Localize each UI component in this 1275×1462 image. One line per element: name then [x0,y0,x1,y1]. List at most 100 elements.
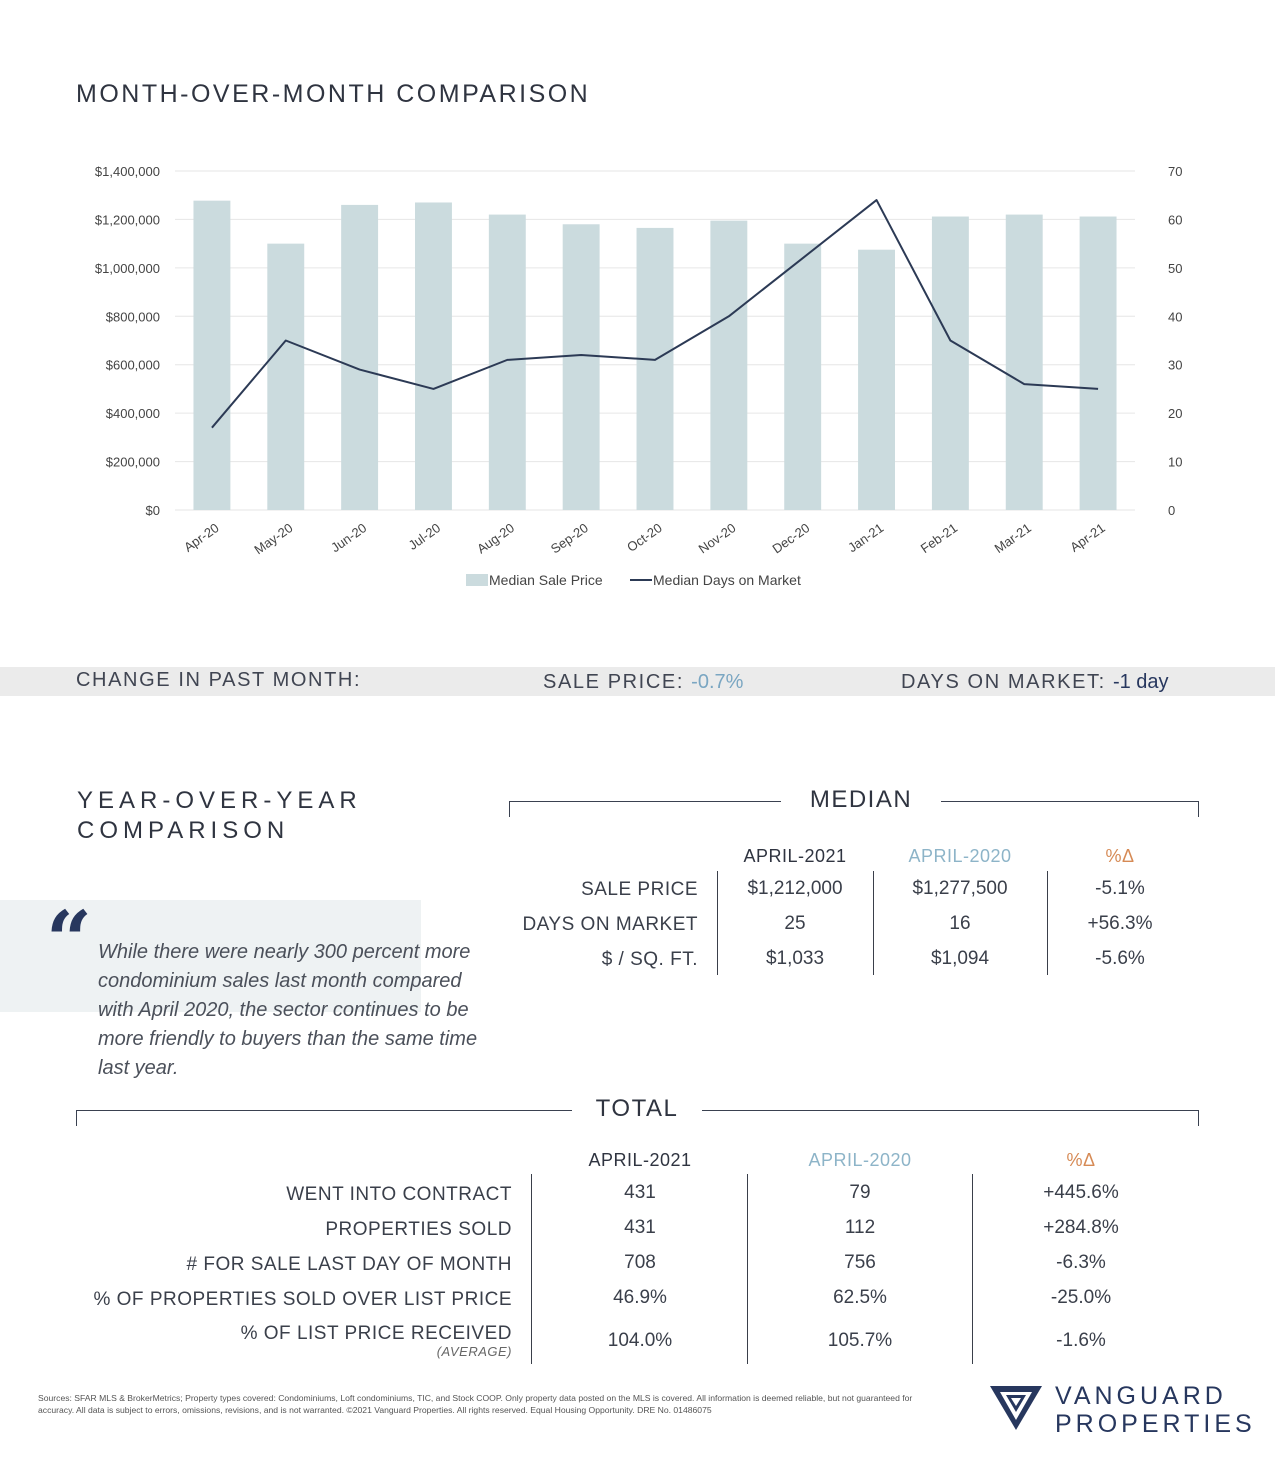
y-right-tick-label: 20 [1168,406,1182,421]
y-right-tick-label: 40 [1168,309,1182,324]
bar-median-sale-price [267,243,305,510]
total-divider-3 [972,1174,973,1364]
change-sale-price: SALE PRICE: -0.7% [543,671,743,694]
median-divider-3 [1047,871,1048,975]
total-label: TOTAL [572,1095,702,1123]
vanguard-logo-icon [990,1386,1042,1430]
total-col-head-2020: APRIL-2020 [808,1150,912,1170]
change-label: CHANGE IN PAST MONTH: [76,669,362,691]
median-row-label: $ / SQ. FT. [601,949,698,970]
x-tick-label: Nov-20 [696,520,739,556]
quote-text: While there were nearly 300 percent more… [98,941,478,1079]
total-cell: 431 [624,1182,656,1203]
quote-mark-icon: “ [46,893,93,987]
x-tick-label: Apr-20 [181,520,222,555]
median-cell: 25 [784,913,806,934]
y-left-tick-label: $0 [146,503,160,518]
bar-median-sale-price [1079,216,1117,510]
change-dom: DAYS ON MARKET: -1 day [901,671,1169,694]
total-row-sublabel: (AVERAGE) [436,1344,512,1359]
x-tick-label: Jul-20 [406,520,444,553]
median-rule-right-tick [1198,801,1199,817]
x-tick-label: Jun-20 [328,520,369,555]
total-cell: 104.0% [607,1330,673,1351]
total-cell: 431 [624,1217,656,1238]
total-cell: 112 [844,1217,876,1238]
y-right-tick-label: 70 [1168,164,1182,179]
sources-footnote: Sources: SFAR MLS & BrokerMetrics; Prope… [38,1393,913,1415]
median-cell: -5.1% [1095,878,1145,899]
mom-title: MONTH-OVER-MONTH COMPARISON [76,80,591,108]
x-tick-label: Feb-21 [918,520,960,556]
yoy-title-line2: COMPARISON [77,817,290,844]
median-col-head-2020: APRIL-2020 [908,846,1012,866]
total-row-label: WENT INTO CONTRACT [286,1184,512,1205]
total-cell: -1.6% [1056,1330,1106,1351]
median-rule-left-tick [509,801,510,817]
x-tick-label: Jan-21 [845,520,886,555]
bar-median-sale-price [341,204,379,510]
bar-median-sale-price [858,249,895,511]
legend-label-bar: Median Sale Price [489,572,603,588]
bar-median-sale-price [488,214,526,510]
y-right-tick-label: 10 [1168,455,1182,470]
total-divider-2 [747,1174,748,1364]
y-left-tick-label: $200,000 [106,455,160,470]
y-left-tick-label: $1,000,000 [95,261,160,276]
bar-median-sale-price [636,227,674,510]
median-cell: -5.6% [1095,948,1145,969]
y-right-tick-label: 30 [1168,358,1182,373]
dom-change-value: -1 day [1112,671,1169,693]
median-cell: +56.3% [1087,913,1153,934]
dom-label: DAYS ON MARKET: [901,671,1106,693]
median-cell: 16 [949,913,971,934]
median-cell: $1,094 [930,948,990,969]
total-cell: +284.8% [1043,1217,1119,1238]
total-rule-right-tick [1198,1110,1199,1126]
legend-label-line: Median Days on Market [653,572,801,588]
total-cell: 46.9% [613,1287,667,1308]
total-rule-left-tick [76,1110,77,1126]
brand-name-line1: VANGUARD [1055,1382,1227,1410]
yoy-title: YEAR-OVER-YEAR COMPARISON [77,786,362,846]
total-col-head-pct: %Δ [1066,1150,1096,1170]
sale-price-label: SALE PRICE: [543,671,684,693]
legend-swatch-bar [466,574,488,586]
x-tick-label: Apr-21 [1067,520,1108,555]
total-row-label: % OF LIST PRICE RECEIVED [240,1323,512,1344]
median-cell: $1,277,500 [912,878,1008,899]
x-tick-label: Mar-21 [992,520,1034,556]
median-col-head-pct: %Δ [1105,846,1135,866]
y-left-tick-label: $1,400,000 [95,164,160,179]
total-row-label: PROPERTIES SOLD [325,1219,512,1240]
median-cell: $1,212,000 [747,878,843,899]
x-tick-label: Aug-20 [474,520,517,556]
y-left-tick-label: $600,000 [106,358,160,373]
total-cell: -6.3% [1056,1252,1106,1273]
total-cell: 756 [844,1252,876,1273]
mom-chart: $0 $200,000 $400,000 $600,000 $800,000 $1,000… [95,164,1183,588]
bar-median-sale-price [1005,214,1043,510]
total-row-label: % OF PROPERTIES SOLD OVER LIST PRICE [93,1289,512,1310]
x-tick-label: May-20 [251,520,295,557]
total-cell: 105.7% [827,1330,893,1351]
total-cell: +445.6% [1043,1182,1119,1203]
sale-price-change-value: -0.7% [691,671,744,693]
yoy-title-line1: YEAR-OVER-YEAR [77,787,362,814]
x-tick-label: Dec-20 [769,520,812,556]
total-cell: 62.5% [833,1287,887,1308]
bar-median-sale-price [710,220,748,510]
x-tick-label: Sep-20 [548,520,591,556]
total-cell: 79 [849,1182,871,1203]
median-row-label: DAYS ON MARKET [522,914,698,935]
bar-median-sale-price [784,243,822,510]
total-cell: 708 [624,1252,656,1273]
brand-name-line2: PROPERTIES [1055,1410,1256,1438]
total-divider-1 [531,1174,532,1364]
bar-median-sale-price [193,200,231,510]
median-row-label: SALE PRICE [581,879,698,900]
y-right-tick-label: 0 [1168,503,1175,518]
bar-median-sale-price [931,216,969,510]
y-left-tick-label: $400,000 [106,406,160,421]
median-divider-1 [717,871,718,975]
